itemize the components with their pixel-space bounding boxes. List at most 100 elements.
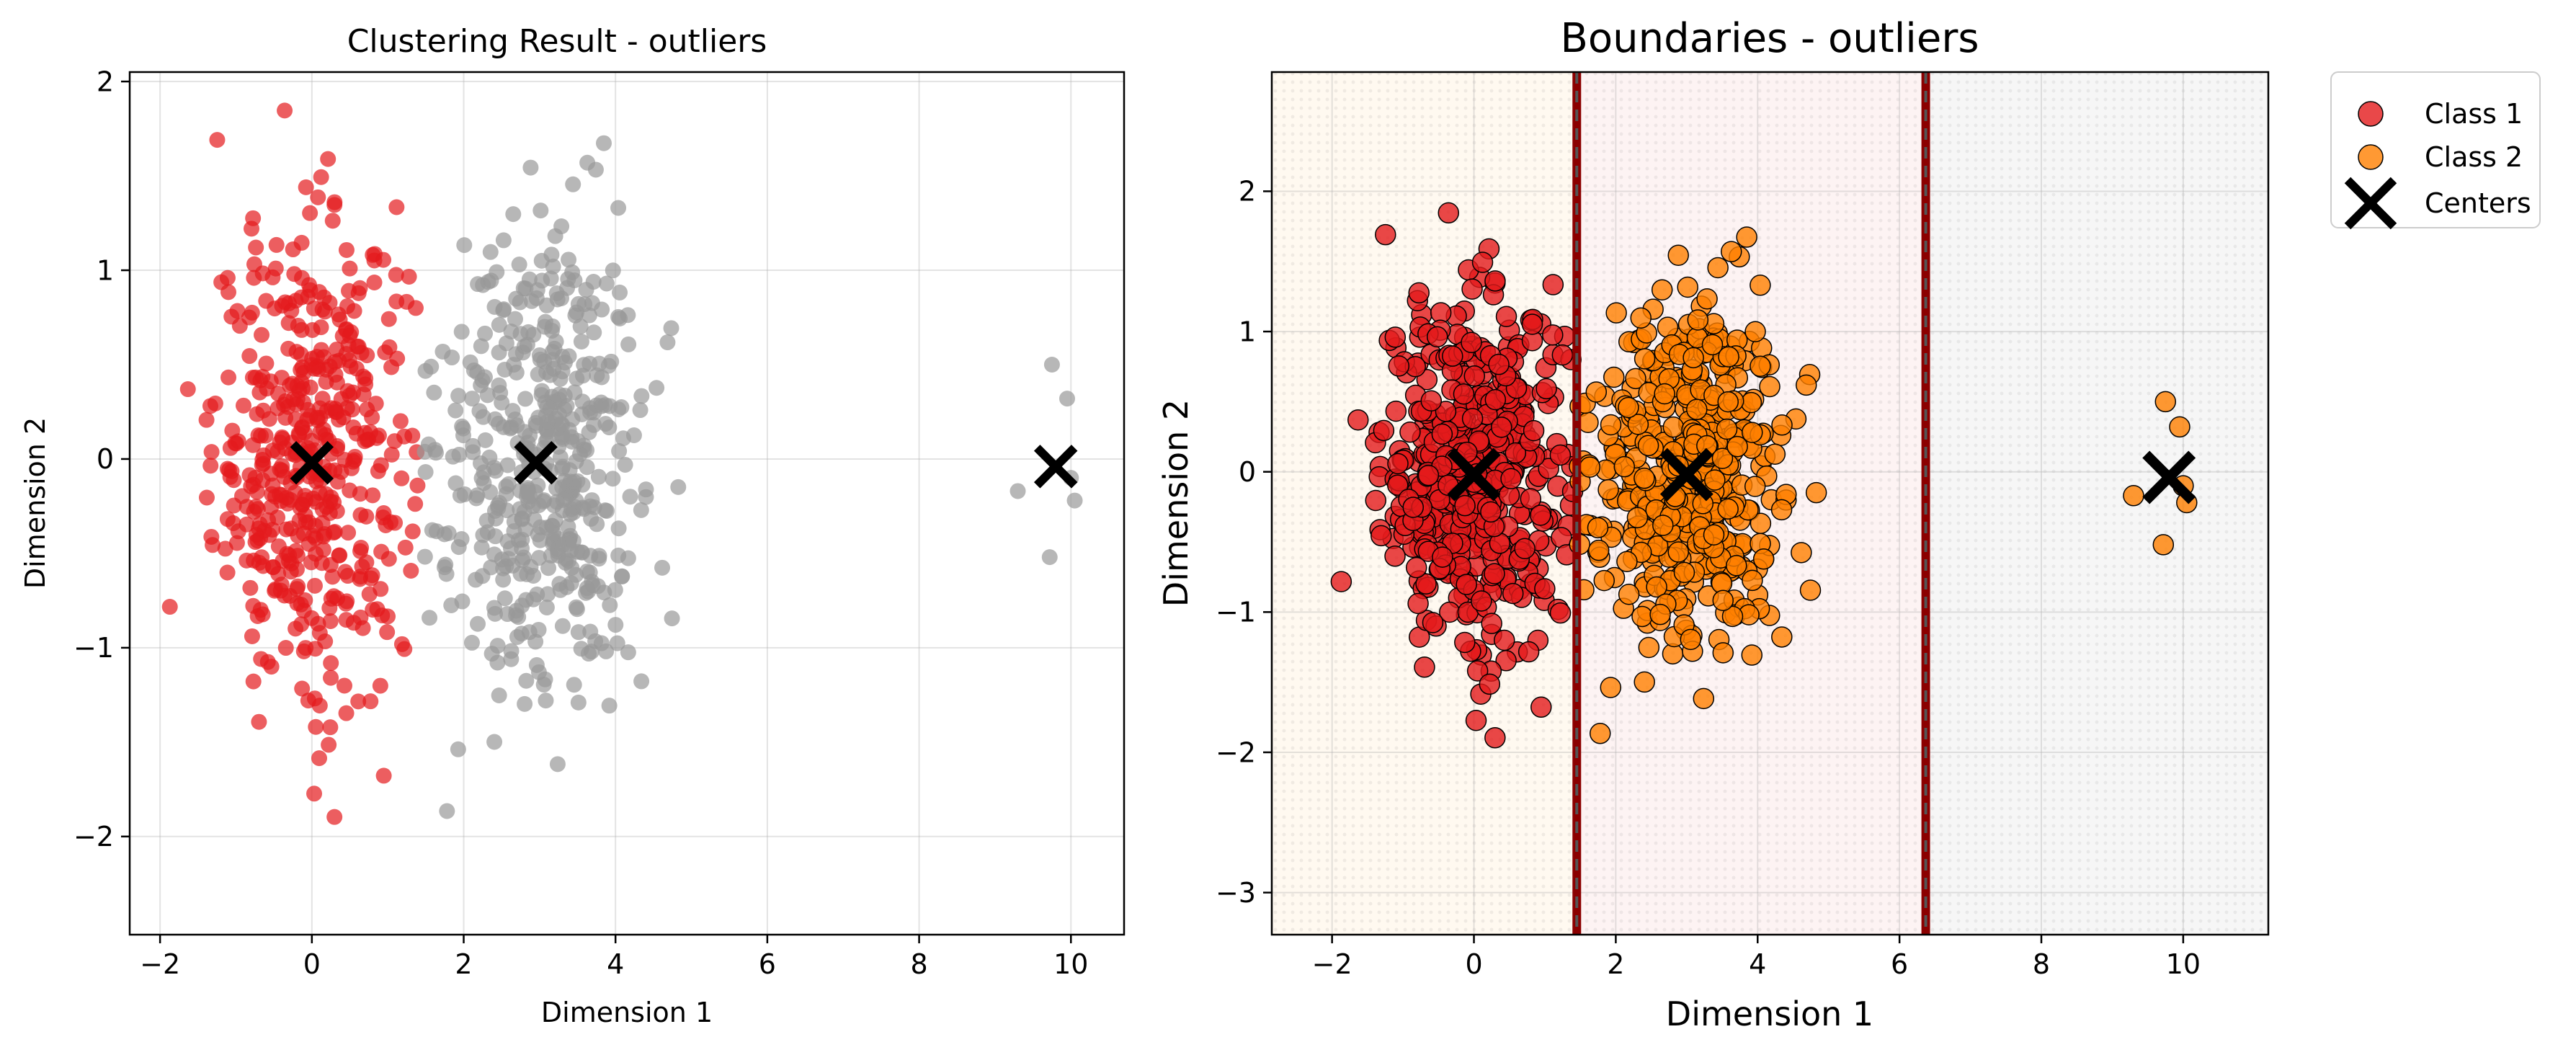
data-point bbox=[1631, 308, 1651, 328]
data-point bbox=[277, 102, 293, 118]
data-point bbox=[281, 295, 297, 311]
data-point bbox=[1713, 590, 1733, 610]
data-point bbox=[1742, 645, 1762, 665]
data-point bbox=[352, 569, 368, 584]
data-point bbox=[633, 402, 649, 418]
data-point bbox=[1432, 424, 1452, 444]
data-point bbox=[323, 670, 339, 686]
data-point bbox=[1456, 574, 1476, 595]
data-point bbox=[539, 298, 555, 313]
data-point bbox=[367, 275, 383, 290]
data-point bbox=[1464, 366, 1484, 386]
data-point bbox=[487, 299, 503, 315]
data-point bbox=[561, 536, 576, 552]
data-point bbox=[1634, 672, 1654, 692]
data-point bbox=[566, 677, 582, 693]
data-point bbox=[1680, 629, 1701, 649]
data-point bbox=[285, 241, 301, 257]
data-point bbox=[1485, 271, 1505, 291]
data-point bbox=[538, 314, 553, 330]
data-point bbox=[346, 615, 362, 631]
data-point bbox=[1455, 632, 1475, 652]
data-point bbox=[553, 416, 569, 432]
data-point bbox=[2170, 417, 2190, 437]
data-point bbox=[1455, 496, 1475, 516]
data-point bbox=[323, 613, 339, 629]
data-point bbox=[1485, 728, 1505, 748]
data-point bbox=[290, 579, 306, 595]
data-point bbox=[373, 678, 388, 694]
data-point bbox=[561, 553, 576, 569]
data-point bbox=[1543, 275, 1563, 295]
y-tick-label: 0 bbox=[97, 443, 114, 475]
data-point bbox=[1717, 419, 1737, 440]
data-point bbox=[253, 602, 269, 618]
data-point bbox=[318, 374, 334, 390]
data-point bbox=[543, 368, 558, 383]
data-point bbox=[267, 582, 283, 597]
data-point bbox=[294, 497, 310, 512]
data-point bbox=[323, 655, 339, 671]
data-point bbox=[522, 559, 538, 575]
data-point bbox=[373, 544, 389, 560]
data-point bbox=[654, 560, 670, 576]
data-point bbox=[602, 597, 618, 613]
data-point bbox=[311, 750, 327, 766]
data-point bbox=[1550, 445, 1570, 465]
data-point bbox=[269, 444, 285, 460]
data-point bbox=[202, 458, 218, 473]
data-point bbox=[307, 578, 323, 594]
data-point bbox=[331, 306, 347, 322]
data-point bbox=[322, 505, 338, 521]
data-point bbox=[1059, 391, 1075, 406]
data-point bbox=[447, 403, 463, 419]
data-point bbox=[1708, 257, 1728, 277]
data-point bbox=[162, 599, 178, 615]
data-point bbox=[1693, 688, 1713, 708]
data-point bbox=[1385, 546, 1405, 566]
legend-label-class-1: Class 1 bbox=[2425, 98, 2523, 130]
x-axis-label: Dimension 1 bbox=[541, 997, 713, 1028]
data-point bbox=[297, 424, 313, 440]
data-point bbox=[375, 509, 391, 525]
data-point bbox=[1385, 327, 1405, 347]
y-tick-label: −1 bbox=[1216, 597, 1256, 628]
data-point bbox=[367, 252, 383, 268]
data-point bbox=[614, 569, 630, 584]
data-point bbox=[562, 507, 578, 522]
data-point bbox=[1796, 375, 1817, 395]
data-point bbox=[309, 410, 325, 426]
data-point bbox=[513, 326, 529, 342]
data-point bbox=[464, 391, 480, 406]
y-axis-label: Dimension 2 bbox=[1156, 399, 1195, 607]
data-point bbox=[1331, 571, 1351, 592]
data-point bbox=[1418, 466, 1438, 486]
data-point bbox=[351, 285, 367, 301]
data-point bbox=[532, 347, 548, 363]
data-point bbox=[1741, 393, 1761, 413]
data-point bbox=[536, 677, 552, 693]
data-point bbox=[396, 429, 412, 445]
data-point bbox=[1044, 357, 1060, 373]
data-point bbox=[241, 310, 257, 326]
data-point bbox=[274, 370, 290, 386]
data-point bbox=[468, 572, 483, 588]
data-point bbox=[322, 719, 338, 735]
data-point bbox=[220, 565, 236, 581]
data-point bbox=[1552, 345, 1572, 365]
data-point bbox=[1536, 378, 1556, 399]
data-point bbox=[364, 409, 380, 425]
data-point bbox=[545, 525, 561, 541]
data-point bbox=[494, 395, 509, 411]
data-point bbox=[293, 347, 309, 362]
data-point bbox=[349, 339, 365, 355]
data-point bbox=[610, 200, 626, 215]
data-point bbox=[428, 445, 444, 460]
data-point bbox=[290, 528, 306, 543]
data-point bbox=[610, 309, 626, 325]
data-point bbox=[384, 447, 400, 463]
data-point bbox=[1492, 417, 1512, 437]
x-tick-label: 2 bbox=[1607, 948, 1624, 980]
data-point bbox=[223, 440, 239, 456]
data-point bbox=[303, 380, 318, 396]
